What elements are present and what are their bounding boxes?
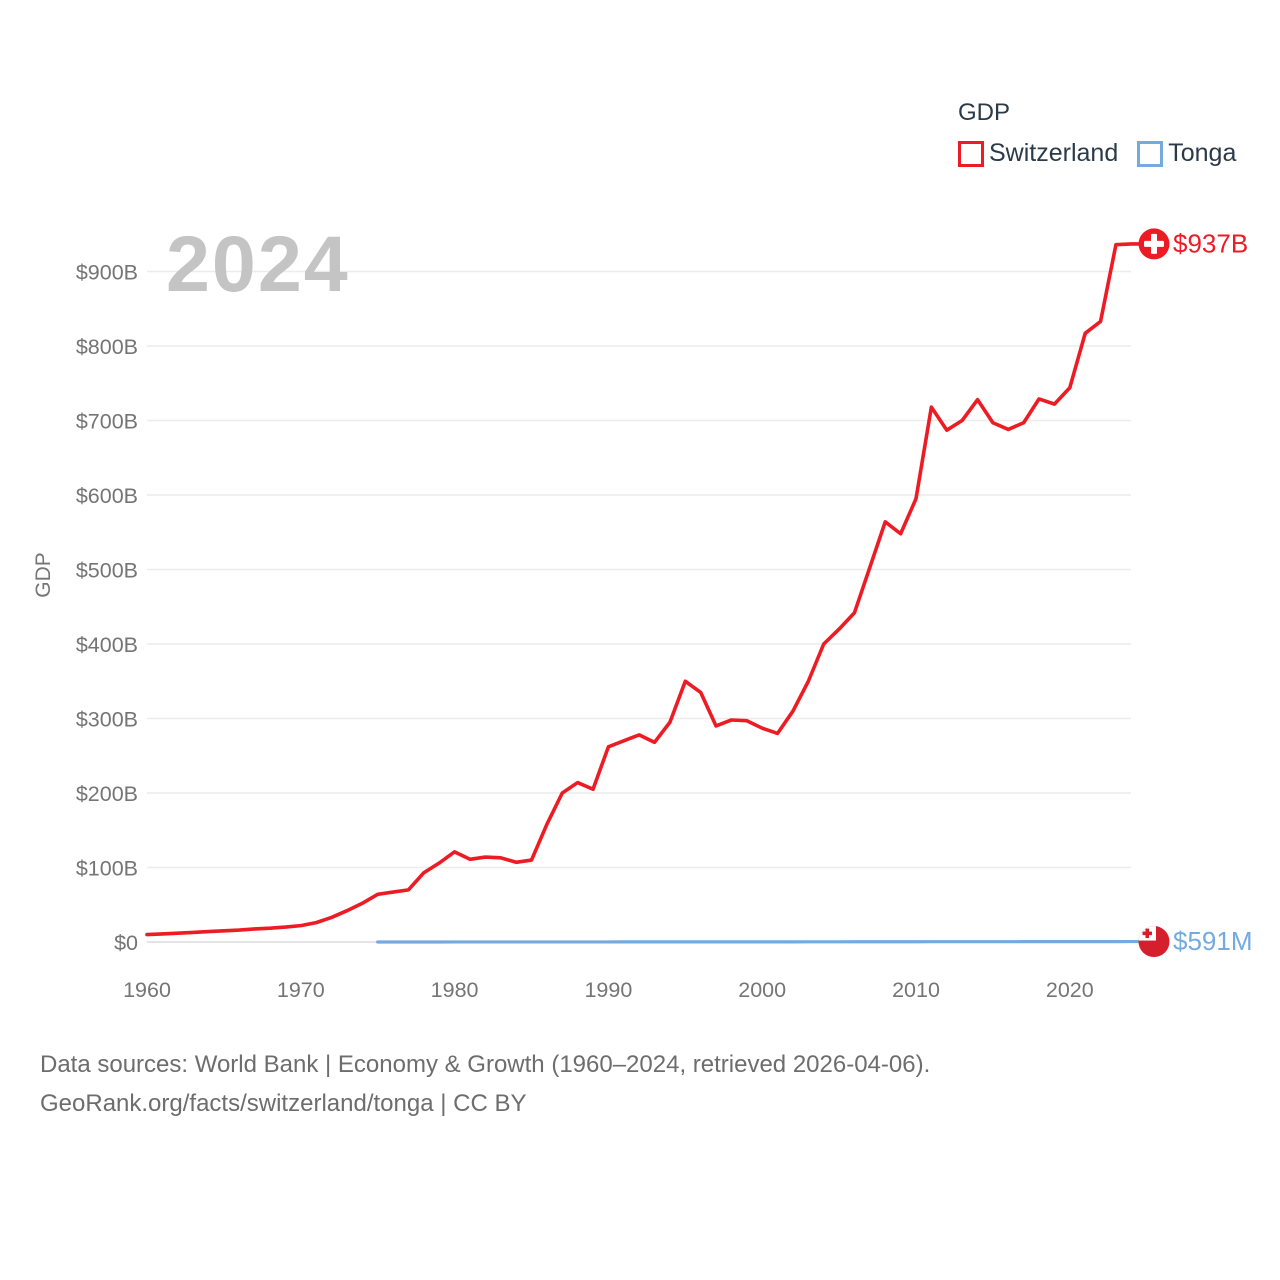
legend: GDP Switzerland Tonga	[958, 99, 1236, 168]
legend-item-tonga[interactable]: Tonga	[1137, 139, 1236, 168]
switzerland-line[interactable]	[145, 242, 1143, 937]
attribution-text: GeoRank.org/facts/switzerland/tonga | CC…	[40, 1090, 527, 1117]
data-sources-text: Data sources: World Bank | Economy & Gro…	[40, 1051, 931, 1078]
tonga-swatch-icon	[1137, 140, 1164, 167]
year-watermark: 2024	[166, 219, 350, 308]
footer: Data sources: World Bank | Economy & Gro…	[40, 1045, 930, 1123]
y-tick-label: $700B	[76, 410, 138, 434]
x-tick-label: 1960	[123, 978, 171, 1002]
tonga-end-label: $591M	[1173, 926, 1253, 956]
switzerland-end-label: $937B	[1173, 228, 1248, 258]
legend-label-switzerland: Switzerland	[989, 139, 1119, 167]
y-tick-label: $400B	[76, 633, 138, 657]
legend-label-tonga: Tonga	[1168, 139, 1237, 167]
x-tick-label: 2000	[738, 978, 786, 1002]
x-tick-label: 1970	[277, 978, 325, 1002]
gdp-line-chart[interactable]: $0 $100B $200B $300B $400B $500B $600B $700B $80…	[0, 0, 1280, 1050]
legend-item-switzerland[interactable]: Switzerland	[958, 139, 1118, 168]
x-tick-label: 2020	[1046, 978, 1094, 1002]
switzerland-flag-icon	[1138, 228, 1170, 260]
y-tick-label: $0	[114, 931, 138, 955]
y-tick-label: $900B	[76, 261, 138, 285]
switzerland-swatch-icon	[958, 140, 984, 167]
y-tick-label: $200B	[76, 782, 138, 806]
x-tick-label: 2010	[892, 978, 940, 1002]
y-tick-label: $800B	[76, 335, 138, 359]
x-tick-label: 1980	[431, 978, 479, 1002]
y-tick-label: $600B	[76, 484, 138, 508]
legend-title: GDP	[958, 99, 1011, 126]
y-tick-label: $300B	[76, 708, 138, 732]
y-axis-title: GDP	[32, 552, 55, 598]
x-tick-label: 1990	[584, 978, 632, 1002]
tonga-flag-icon	[1138, 926, 1170, 958]
y-tick-label: $100B	[76, 857, 138, 881]
legend-items: Switzerland Tonga	[958, 139, 1236, 168]
y-tick-label: $500B	[76, 559, 138, 583]
